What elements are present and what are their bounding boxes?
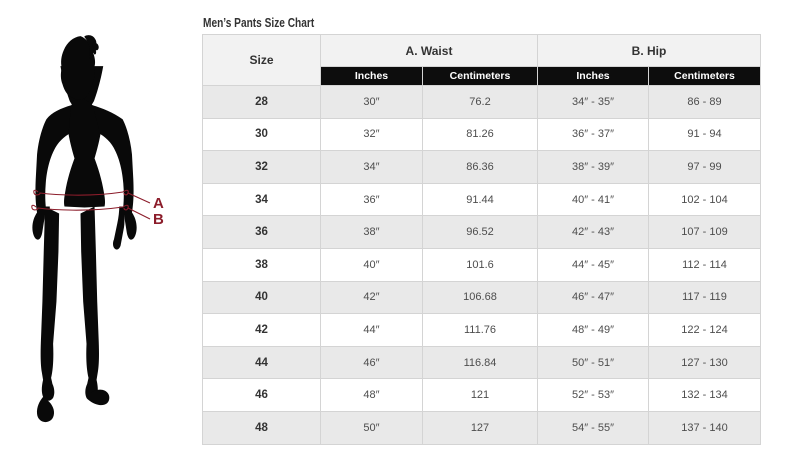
svg-text:A: A [153,195,164,212]
svg-text:B: B [153,211,164,228]
